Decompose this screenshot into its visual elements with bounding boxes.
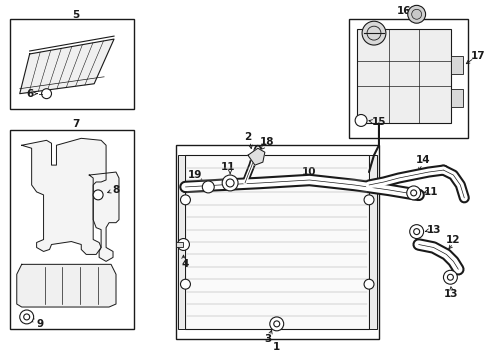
Bar	[348, 19, 468, 138]
Text: 14: 14	[415, 155, 430, 165]
Circle shape	[269, 317, 283, 331]
Text: 6: 6	[26, 89, 33, 99]
Circle shape	[443, 270, 456, 284]
Polygon shape	[247, 148, 264, 165]
Bar	[185, 155, 368, 329]
Bar	[175, 145, 378, 339]
Text: 10: 10	[302, 167, 316, 177]
Circle shape	[361, 21, 385, 45]
Circle shape	[406, 186, 420, 200]
Circle shape	[20, 310, 34, 324]
Polygon shape	[17, 264, 116, 307]
Text: 13: 13	[443, 289, 458, 299]
Circle shape	[413, 229, 419, 235]
Text: 18: 18	[259, 137, 273, 147]
Bar	[450, 56, 462, 74]
Text: 11: 11	[424, 187, 438, 197]
Bar	[368, 155, 376, 329]
Text: 5: 5	[73, 10, 80, 20]
Circle shape	[411, 9, 421, 19]
Text: 7: 7	[73, 120, 80, 130]
Circle shape	[447, 274, 452, 280]
Bar	[450, 89, 462, 107]
Text: 16: 16	[396, 6, 410, 16]
Circle shape	[409, 225, 423, 239]
Polygon shape	[20, 39, 114, 94]
Text: 1: 1	[273, 342, 280, 352]
Bar	[356, 29, 450, 123]
Text: 12: 12	[445, 234, 460, 244]
Circle shape	[93, 190, 103, 200]
Text: 2: 2	[244, 132, 251, 142]
Circle shape	[410, 190, 416, 196]
Circle shape	[273, 321, 279, 327]
Text: 19: 19	[188, 170, 202, 180]
Text: 4: 4	[182, 259, 189, 269]
Circle shape	[24, 314, 30, 320]
Text: 9: 9	[36, 319, 43, 329]
Text: 3: 3	[264, 334, 271, 344]
Bar	[175, 242, 183, 247]
Circle shape	[41, 89, 51, 99]
Circle shape	[364, 279, 373, 289]
Circle shape	[366, 26, 380, 40]
Bar	[10, 130, 134, 329]
Text: 11: 11	[221, 162, 235, 172]
Polygon shape	[21, 138, 106, 255]
Polygon shape	[89, 172, 119, 261]
Text: 8: 8	[112, 185, 120, 195]
Circle shape	[177, 239, 189, 251]
Circle shape	[354, 114, 366, 126]
Bar	[10, 19, 134, 109]
Circle shape	[407, 5, 425, 23]
Text: 17: 17	[470, 51, 485, 61]
Circle shape	[180, 279, 190, 289]
Text: 15: 15	[371, 117, 386, 127]
Bar	[177, 155, 185, 329]
Circle shape	[364, 195, 373, 205]
Circle shape	[225, 179, 234, 187]
Circle shape	[202, 181, 214, 193]
Text: 13: 13	[427, 225, 441, 235]
Circle shape	[180, 195, 190, 205]
Circle shape	[222, 175, 238, 191]
